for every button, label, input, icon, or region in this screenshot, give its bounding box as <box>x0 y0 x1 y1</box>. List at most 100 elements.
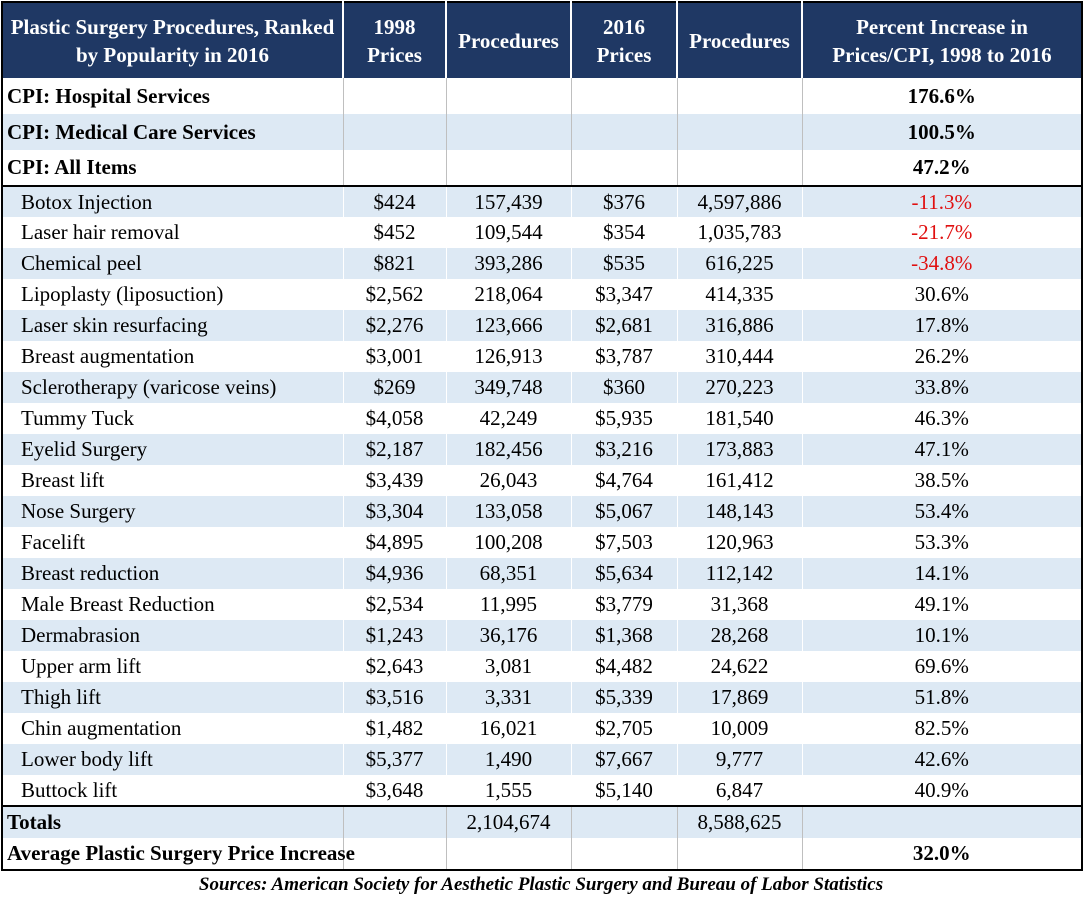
price-2016: $360 <box>571 372 678 403</box>
procedure-name: Lower body lift <box>2 744 344 775</box>
price-2016: $4,482 <box>571 651 678 682</box>
average-percent: 32.0% <box>802 838 1083 871</box>
price-2016: $5,634 <box>571 558 678 589</box>
table-row: Nose Surgery $3,304 133,058 $5,067 148,143 53… <box>2 496 1083 527</box>
procedure-name: Eyelid Surgery <box>2 434 344 465</box>
percent-increase: 42.6% <box>802 744 1083 775</box>
procedure-name: Breast lift <box>2 465 344 496</box>
procedures-1998: 3,331 <box>446 682 572 713</box>
table-row: Breast reduction $4,936 68,351 $5,634 112,14… <box>2 558 1083 589</box>
header-1998-prices: 1998 Prices <box>342 2 447 78</box>
procedure-name: Lipoplasty (liposuction) <box>2 279 344 310</box>
cpi-label: CPI: Medical Care Services <box>2 114 344 150</box>
totals-label: Totals <box>2 805 344 838</box>
procedures-2016: 4,597,886 <box>677 186 803 217</box>
price-1998: $4,058 <box>343 403 447 434</box>
price-2016: $1,368 <box>571 620 678 651</box>
table-row: Laser skin resurfacing $2,276 123,666 $2,68… <box>2 310 1083 341</box>
price-table: Plastic Surgery Procedures, Ranked by Po… <box>1 1 1083 871</box>
price-1998: $4,895 <box>343 527 447 558</box>
procedures-2016: 310,444 <box>677 341 803 372</box>
price-2016: $354 <box>571 217 678 248</box>
table-row: Male Breast Reduction $2,534 11,995 $3,779 3… <box>2 589 1083 620</box>
procedures-1998: 36,176 <box>446 620 572 651</box>
procedure-name: Botox Injection <box>2 186 344 217</box>
average-label: Average Plastic Surgery Price Increase <box>2 838 355 871</box>
price-2016: $2,681 <box>571 310 678 341</box>
totals-1998-procedures: 2,104,674 <box>446 805 572 838</box>
procedures-1998: 218,064 <box>446 279 572 310</box>
price-1998: $3,304 <box>343 496 447 527</box>
procedure-name: Sclerotherapy (varicose veins) <box>2 372 344 403</box>
percent-increase: -34.8% <box>802 248 1083 279</box>
price-1998: $1,482 <box>343 713 447 744</box>
price-1998: $3,439 <box>343 465 447 496</box>
percent-increase: -21.7% <box>802 217 1083 248</box>
percent-increase: 69.6% <box>802 651 1083 682</box>
table-row: Lipoplasty (liposuction) $2,562 218,064 $3,… <box>2 279 1083 310</box>
price-1998: $2,534 <box>343 589 447 620</box>
procedures-2016: 616,225 <box>677 248 803 279</box>
procedure-name: Facelift <box>2 527 344 558</box>
price-2016: $3,216 <box>571 434 678 465</box>
table-row: Chemical peel $821 393,286 $535 616,225 -34.8… <box>2 248 1083 279</box>
price-2016: $5,935 <box>571 403 678 434</box>
price-1998: $424 <box>343 186 447 217</box>
table-body: CPI: Hospital Services 176.6% CPI: Medic… <box>2 78 1083 806</box>
procedures-1998: 349,748 <box>446 372 572 403</box>
cpi-row-hospital: CPI: Hospital Services 176.6% <box>2 78 1083 114</box>
procedures-1998: 11,995 <box>446 589 572 620</box>
table-row: Lower body lift $5,377 1,490 $7,667 9,777 42.… <box>2 744 1083 775</box>
procedures-1998: 1,490 <box>446 744 572 775</box>
cpi-row-all-items: CPI: All Items 47.2% <box>2 150 1083 187</box>
cpi-percent: 176.6% <box>802 78 1083 114</box>
procedures-2016: 31,368 <box>677 589 803 620</box>
price-1998: $2,276 <box>343 310 447 341</box>
percent-increase: 26.2% <box>802 341 1083 372</box>
price-1998: $2,187 <box>343 434 447 465</box>
table-row: Botox Injection $424 157,439 $376 4,597,886-… <box>2 186 1083 217</box>
price-1998: $2,562 <box>343 279 447 310</box>
price-1998: $1,243 <box>343 620 447 651</box>
procedures-2016: 120,963 <box>677 527 803 558</box>
cpi-row-medical: CPI: Medical Care Services 100.5% <box>2 114 1083 150</box>
totals-2016-procedures: 8,588,625 <box>677 805 803 838</box>
header-2016-prices: 2016 Prices <box>570 2 678 78</box>
price-2016: $3,347 <box>571 279 678 310</box>
table-row: Upper arm lift $2,643 3,081 $4,482 24,622 69.… <box>2 651 1083 682</box>
procedures-2016: 24,622 <box>677 651 803 682</box>
procedures-1998: 393,286 <box>446 248 572 279</box>
procedures-1998: 16,021 <box>446 713 572 744</box>
header-2016-procedures: Procedures <box>676 2 803 78</box>
procedures-2016: 10,009 <box>677 713 803 744</box>
price-2016: $7,503 <box>571 527 678 558</box>
procedures-1998: 26,043 <box>446 465 572 496</box>
procedure-name: Chin augmentation <box>2 713 344 744</box>
header-1998-procedures: Procedures <box>445 2 572 78</box>
price-2016: $5,140 <box>571 775 678 806</box>
header-row: Plastic Surgery Procedures, Ranked by Po… <box>2 2 1082 78</box>
percent-increase: 46.3% <box>802 403 1083 434</box>
price-2016: $5,067 <box>571 496 678 527</box>
table-row: Dermabrasion $1,243 36,176 $1,368 28,268 10.1… <box>2 620 1083 651</box>
procedures-1998: 157,439 <box>446 186 572 217</box>
price-1998: $3,648 <box>343 775 447 806</box>
procedure-name: Dermabrasion <box>2 620 344 651</box>
procedure-name: Tummy Tuck <box>2 403 344 434</box>
procedures-2016: 148,143 <box>677 496 803 527</box>
price-1998: $4,936 <box>343 558 447 589</box>
procedures-2016: 161,412 <box>677 465 803 496</box>
procedures-1998: 123,666 <box>446 310 572 341</box>
procedures-1998: 42,249 <box>446 403 572 434</box>
procedure-name: Chemical peel <box>2 248 344 279</box>
procedures-1998: 1,555 <box>446 775 572 806</box>
procedures-2016: 181,540 <box>677 403 803 434</box>
price-2016: $535 <box>571 248 678 279</box>
procedure-name: Breast augmentation <box>2 341 344 372</box>
procedures-2016: 112,142 <box>677 558 803 589</box>
table-row: Laser hair removal $452 109,544 $354 1,035,7… <box>2 217 1083 248</box>
cpi-percent: 100.5% <box>802 114 1083 150</box>
totals-row: Totals 2,104,674 8,588,625 <box>2 805 1083 838</box>
price-2016: $5,339 <box>571 682 678 713</box>
percent-increase: 10.1% <box>802 620 1083 651</box>
